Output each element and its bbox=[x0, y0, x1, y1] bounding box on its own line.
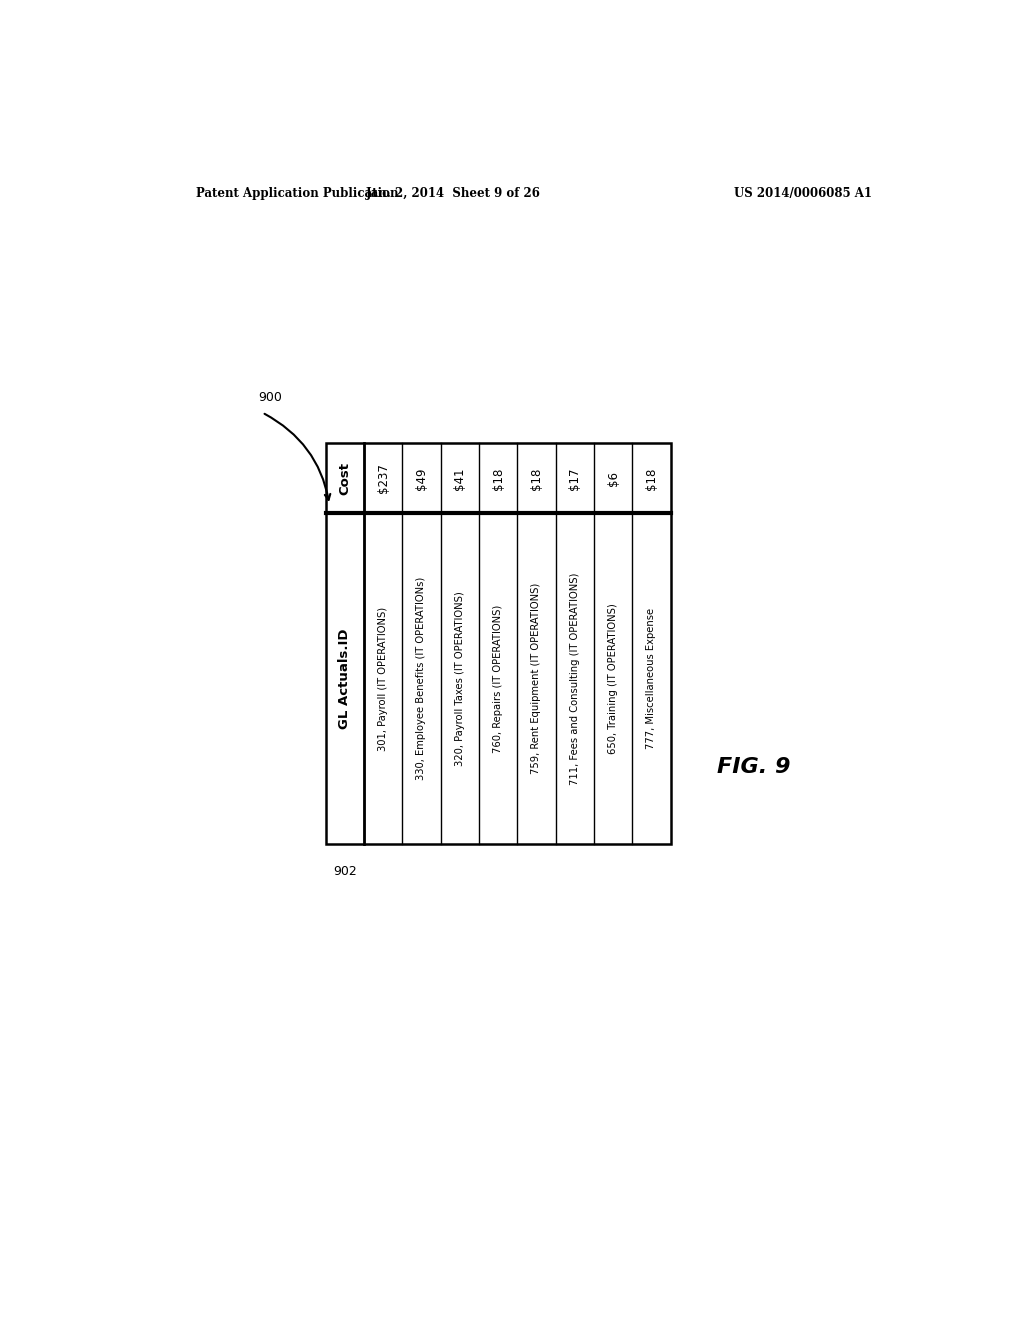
Text: 760, Repairs (IT OPERATIONS): 760, Repairs (IT OPERATIONS) bbox=[494, 605, 503, 752]
Text: $6: $6 bbox=[606, 471, 620, 486]
Text: 759, Rent Equipment (IT OPERATIONS): 759, Rent Equipment (IT OPERATIONS) bbox=[531, 583, 542, 774]
Text: $18: $18 bbox=[645, 467, 657, 490]
Text: 650, Training (IT OPERATIONS): 650, Training (IT OPERATIONS) bbox=[608, 603, 618, 754]
Text: 711, Fees and Consulting (IT OPERATIONS): 711, Fees and Consulting (IT OPERATIONS) bbox=[569, 573, 580, 784]
Bar bbox=[326, 444, 671, 843]
Text: 902: 902 bbox=[333, 866, 356, 878]
Text: Patent Application Publication: Patent Application Publication bbox=[197, 186, 398, 199]
Text: $237: $237 bbox=[377, 463, 389, 494]
Text: $18: $18 bbox=[529, 467, 543, 490]
Text: 301, Payroll (IT OPERATIONS): 301, Payroll (IT OPERATIONS) bbox=[378, 606, 388, 751]
Text: 777, Miscellaneous Expense: 777, Miscellaneous Expense bbox=[646, 609, 656, 748]
Text: GL Actuals.ID: GL Actuals.ID bbox=[338, 628, 351, 729]
Text: $17: $17 bbox=[568, 467, 582, 490]
Text: Cost: Cost bbox=[338, 462, 351, 495]
Text: $49: $49 bbox=[415, 467, 428, 490]
Text: 330, Employee Benefits (IT OPERATIONs): 330, Employee Benefits (IT OPERATIONs) bbox=[417, 577, 426, 780]
Text: Jan. 2, 2014  Sheet 9 of 26: Jan. 2, 2014 Sheet 9 of 26 bbox=[366, 186, 541, 199]
Text: $41: $41 bbox=[454, 467, 466, 490]
Text: 900: 900 bbox=[258, 391, 282, 404]
Text: 320, Payroll Taxes (IT OPERATIONS): 320, Payroll Taxes (IT OPERATIONS) bbox=[455, 591, 465, 766]
Text: US 2014/0006085 A1: US 2014/0006085 A1 bbox=[734, 186, 872, 199]
Text: FIG. 9: FIG. 9 bbox=[717, 756, 791, 776]
Text: $18: $18 bbox=[492, 467, 505, 490]
